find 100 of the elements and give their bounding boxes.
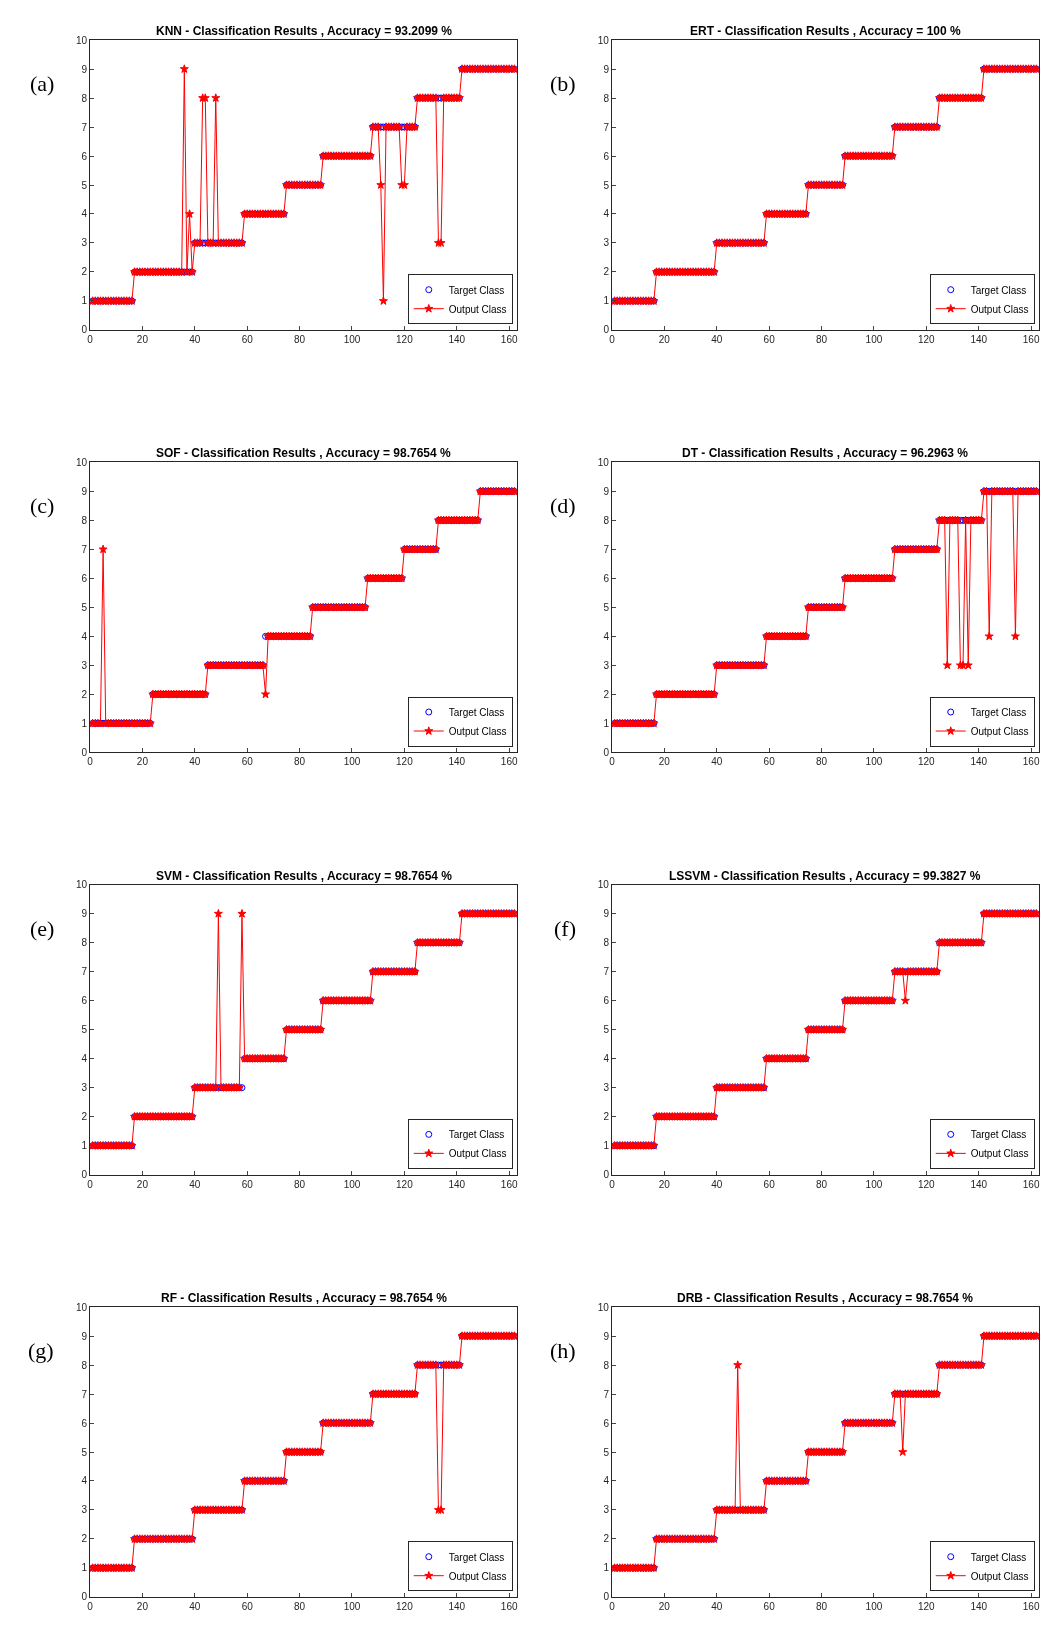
y-tick-label: 1 <box>81 717 88 729</box>
y-tick-label: 6 <box>603 150 610 162</box>
legend-label: Target Class <box>448 1551 505 1563</box>
x-tick-label: 60 <box>763 333 776 345</box>
y-tick-label: 7 <box>603 543 610 555</box>
x-tick-label: 80 <box>294 1601 306 1612</box>
x-tick-label: 120 <box>396 756 414 768</box>
y-tick-label: 6 <box>81 995 88 1007</box>
y-tick-label: 10 <box>75 879 88 891</box>
x-tick-label: 100 <box>343 333 361 345</box>
x-tick-label: 160 <box>500 1178 518 1190</box>
chart-title: LSSVM - Classification Results , Accuracy = 99.3827 % <box>669 869 981 883</box>
text: (h) <box>550 1338 576 1363</box>
legend-label: Target Class <box>970 1129 1027 1141</box>
x-tick-label: 160 <box>1022 1601 1040 1612</box>
x-tick-label: 40 <box>189 1601 201 1612</box>
y-tick-label: 10 <box>597 1301 610 1313</box>
x-tick-label: 160 <box>1022 333 1040 345</box>
x-tick-label: 120 <box>396 1178 414 1190</box>
y-tick-label: 4 <box>81 1475 88 1487</box>
text: (b) <box>550 71 576 96</box>
y-tick-label: 10 <box>75 456 88 468</box>
y-tick-label: 8 <box>603 937 610 949</box>
y-tick-label: 0 <box>81 324 88 336</box>
x-tick-label: 100 <box>865 1178 883 1190</box>
legend-label: Output Class <box>448 303 507 315</box>
x-tick-label: 100 <box>865 1601 883 1612</box>
legend-label: Output Class <box>448 725 507 737</box>
legend-label: Output Class <box>970 1148 1029 1160</box>
y-tick-label: 7 <box>603 966 610 978</box>
x-tick-label: 100 <box>343 756 361 768</box>
x-tick-label: 160 <box>1022 1178 1040 1190</box>
y-tick-label: 0 <box>603 746 610 758</box>
text: (d) <box>550 493 576 518</box>
x-tick-label: 160 <box>500 756 518 768</box>
y-tick-label: 10 <box>597 34 610 46</box>
x-tick-label: 40 <box>189 1178 201 1190</box>
y-tick-label: 6 <box>81 572 88 584</box>
x-tick-label: 160 <box>500 1601 518 1612</box>
x-tick-label: 40 <box>711 1601 723 1612</box>
legend-label: Output Class <box>448 1148 507 1160</box>
y-tick-label: 6 <box>81 1417 88 1429</box>
x-tick-label: 80 <box>815 756 828 768</box>
text: (c) <box>30 493 55 518</box>
x-tick-label: 140 <box>448 333 466 345</box>
x-tick-label: 80 <box>294 333 306 345</box>
x-tick-label: 120 <box>918 1178 936 1190</box>
x-tick-label: 80 <box>294 756 306 768</box>
x-tick-label: 100 <box>865 333 883 345</box>
x-tick-label: 140 <box>448 756 466 768</box>
x-tick-label: 120 <box>918 756 936 768</box>
legend-label: Target Class <box>970 706 1027 718</box>
y-tick-label: 10 <box>75 34 88 46</box>
y-tick-label: 5 <box>81 1024 88 1036</box>
y-tick-label: 1 <box>603 1562 610 1574</box>
y-tick-label: 2 <box>81 688 88 700</box>
chart-title: ERT - Classification Results , Accuracy = 100 % <box>690 24 961 38</box>
y-tick-label: 7 <box>81 121 88 133</box>
y-tick-label: 0 <box>603 1591 610 1603</box>
x-tick-label: 140 <box>970 1601 988 1612</box>
x-tick-label: 20 <box>658 756 671 768</box>
chart-title: DRB - Classification Results , Accuracy = 98.7654 % <box>677 1291 974 1305</box>
x-tick-label: 80 <box>815 1601 828 1612</box>
legend-label: Output Class <box>448 1570 507 1582</box>
y-tick-label: 7 <box>81 1388 88 1400</box>
legend-label: Target Class <box>970 284 1027 296</box>
x-tick-label: 160 <box>1022 756 1040 768</box>
x-tick-label: 100 <box>865 756 883 768</box>
chart-title: DT - Classification Results , Accuracy = 96.2963 % <box>682 446 969 460</box>
x-tick-label: 120 <box>396 1601 414 1612</box>
y-tick-label: 5 <box>81 179 88 191</box>
x-tick-label: 20 <box>136 333 149 345</box>
y-tick-label: 1 <box>81 295 88 307</box>
y-tick-label: 3 <box>81 1504 88 1516</box>
x-tick-label: 40 <box>189 333 201 345</box>
x-tick-label: 60 <box>763 1178 776 1190</box>
y-tick-label: 2 <box>603 1111 610 1123</box>
y-tick-label: 1 <box>81 1562 88 1574</box>
x-tick-label: 20 <box>136 1601 149 1612</box>
y-tick-label: 9 <box>603 1330 610 1342</box>
x-tick-label: 60 <box>241 333 254 345</box>
y-tick-label: 2 <box>603 266 610 278</box>
y-tick-label: 0 <box>81 1169 88 1181</box>
y-tick-label: 1 <box>603 717 610 729</box>
y-tick-label: 5 <box>603 1024 610 1036</box>
y-tick-label: 10 <box>597 456 610 468</box>
chart-title: KNN - Classification Results , Accuracy = 93.2099 % <box>156 24 453 38</box>
y-tick-label: 7 <box>81 543 88 555</box>
y-tick-label: 2 <box>81 266 88 278</box>
x-tick-label: 20 <box>658 333 671 345</box>
y-tick-label: 4 <box>81 1053 88 1065</box>
y-tick-label: 6 <box>603 1417 610 1429</box>
x-tick-label: 20 <box>136 756 149 768</box>
x-tick-label: 160 <box>500 333 518 345</box>
y-tick-label: 0 <box>81 746 88 758</box>
y-tick-label: 2 <box>603 688 610 700</box>
x-tick-label: 140 <box>970 756 988 768</box>
chart-title: SVM - Classification Results , Accuracy = 98.7654 % <box>156 869 453 883</box>
text: (g) <box>28 1338 54 1363</box>
y-tick-label: 4 <box>603 1053 610 1065</box>
